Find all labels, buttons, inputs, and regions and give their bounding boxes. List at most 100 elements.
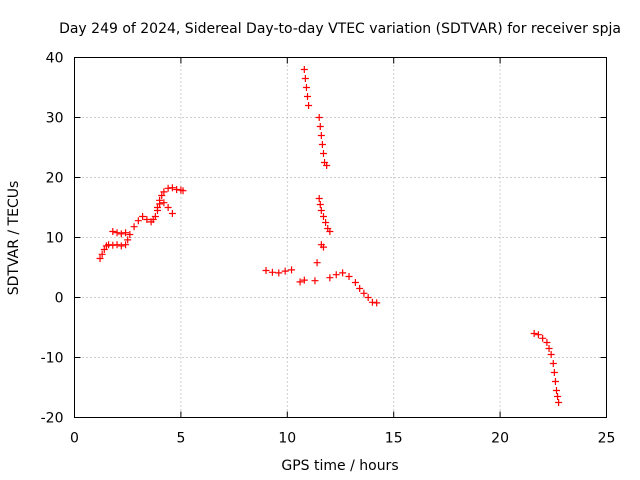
- x-axis-label: GPS time / hours: [281, 458, 398, 474]
- data-point: [139, 213, 147, 220]
- data-point: [124, 236, 132, 244]
- data-point: [539, 334, 547, 342]
- data-point: [316, 201, 324, 208]
- x-tick-label: 25: [598, 431, 616, 447]
- data-point: [351, 279, 359, 286]
- data-points: [96, 66, 563, 406]
- series-track-1: [96, 184, 187, 262]
- series-track-3: [300, 66, 331, 169]
- data-point: [160, 188, 168, 196]
- data-point: [164, 204, 172, 211]
- data-point: [126, 231, 134, 238]
- data-point: [168, 210, 176, 217]
- data-point: [322, 219, 330, 226]
- data-point: [302, 84, 310, 91]
- data-point: [319, 243, 327, 251]
- data-point: [326, 228, 334, 235]
- data-point: [113, 229, 121, 237]
- x-tick-label: 5: [176, 431, 185, 447]
- data-point: [300, 276, 308, 284]
- data-point: [317, 132, 325, 139]
- y-tick-label: 40: [46, 51, 64, 67]
- x-tick-label: 20: [491, 431, 509, 447]
- chart-title: Day 249 of 2024, Sidereal Day-to-day VTE…: [59, 21, 621, 37]
- data-point: [301, 75, 309, 82]
- data-point: [547, 351, 555, 358]
- data-point: [109, 228, 117, 235]
- data-point: [281, 267, 289, 275]
- data-point: [315, 114, 323, 121]
- data-point: [356, 285, 364, 292]
- data-point: [262, 267, 270, 274]
- series-track-4: [315, 195, 334, 235]
- data-point: [323, 162, 331, 169]
- data-point: [543, 339, 551, 346]
- x-tick-label: 15: [385, 431, 403, 447]
- data-point: [96, 255, 104, 262]
- x-tick-label: 10: [278, 431, 296, 447]
- data-point: [300, 66, 308, 73]
- data-point: [551, 378, 559, 385]
- series-track-2: [262, 241, 381, 307]
- data-point: [319, 150, 327, 157]
- series-track-5: [530, 330, 563, 406]
- data-point: [545, 345, 553, 352]
- data-point: [554, 393, 562, 400]
- data-point: [113, 241, 121, 249]
- data-point: [179, 187, 187, 195]
- data-point: [122, 241, 130, 249]
- data-point: [373, 299, 381, 307]
- series-track-1b: [109, 199, 176, 238]
- y-tick-label: 0: [55, 291, 64, 307]
- data-point: [315, 195, 323, 202]
- y-tick-label: -20: [41, 411, 64, 427]
- data-point: [100, 246, 108, 253]
- data-point: [149, 216, 157, 223]
- data-point: [168, 184, 176, 192]
- data-point: [549, 360, 557, 367]
- data-point: [319, 213, 327, 220]
- data-point: [122, 229, 130, 237]
- data-point: [311, 277, 319, 285]
- data-point: [326, 274, 334, 282]
- data-point: [98, 250, 106, 258]
- data-point: [117, 230, 125, 238]
- x-tick-label: 0: [70, 431, 79, 447]
- data-point: [555, 399, 563, 406]
- data-point: [130, 223, 138, 231]
- y-tick-label: -10: [41, 351, 64, 367]
- data-point: [117, 242, 125, 250]
- data-point: [317, 207, 325, 214]
- y-tick-label: 30: [46, 111, 64, 127]
- data-point: [304, 93, 312, 100]
- data-point: [305, 102, 313, 109]
- data-point: [153, 207, 161, 214]
- data-point: [316, 123, 324, 130]
- data-point: [360, 289, 368, 297]
- y-tick-label: 20: [46, 171, 64, 187]
- data-point: [158, 192, 166, 199]
- data-point: [268, 268, 276, 276]
- data-point: [313, 259, 321, 267]
- grid: [74, 57, 607, 418]
- data-point: [339, 269, 347, 277]
- data-point: [160, 199, 168, 207]
- data-point: [332, 271, 340, 279]
- data-point: [550, 369, 558, 376]
- data-point: [288, 266, 296, 274]
- data-point: [134, 217, 142, 225]
- data-point: [318, 141, 326, 148]
- data-point: [364, 294, 372, 301]
- y-axis-label: SDTVAR / TECUs: [6, 181, 22, 296]
- axis-ticks: 0 5 10 15 20 25 -20 -10 0 10 20 30 40: [41, 51, 616, 447]
- data-point: [345, 273, 353, 280]
- data-point: [552, 387, 560, 394]
- y-tick-label: 10: [46, 231, 64, 247]
- data-point: [530, 330, 538, 337]
- data-point: [275, 269, 283, 277]
- data-point: [534, 331, 542, 339]
- data-point: [143, 216, 151, 223]
- data-point: [156, 200, 164, 208]
